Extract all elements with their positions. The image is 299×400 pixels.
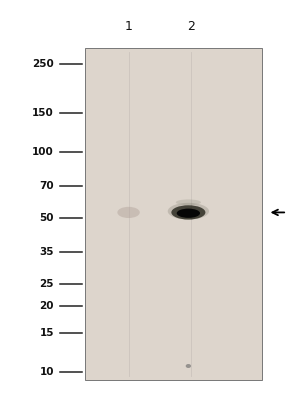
Text: 25: 25 bbox=[39, 279, 54, 289]
Text: 250: 250 bbox=[32, 59, 54, 69]
Text: 1: 1 bbox=[125, 20, 132, 32]
Ellipse shape bbox=[177, 209, 200, 218]
Text: 15: 15 bbox=[39, 328, 54, 338]
Text: 70: 70 bbox=[39, 181, 54, 191]
Ellipse shape bbox=[176, 200, 201, 205]
Text: 150: 150 bbox=[32, 108, 54, 118]
Text: 20: 20 bbox=[39, 301, 54, 311]
Ellipse shape bbox=[117, 207, 140, 218]
Text: 50: 50 bbox=[39, 213, 54, 223]
FancyBboxPatch shape bbox=[85, 48, 262, 380]
Text: 100: 100 bbox=[32, 147, 54, 157]
Text: 35: 35 bbox=[39, 247, 54, 257]
Text: 10: 10 bbox=[39, 367, 54, 377]
Ellipse shape bbox=[168, 203, 209, 220]
Ellipse shape bbox=[186, 364, 191, 368]
Ellipse shape bbox=[171, 205, 205, 220]
Text: 2: 2 bbox=[187, 20, 195, 32]
